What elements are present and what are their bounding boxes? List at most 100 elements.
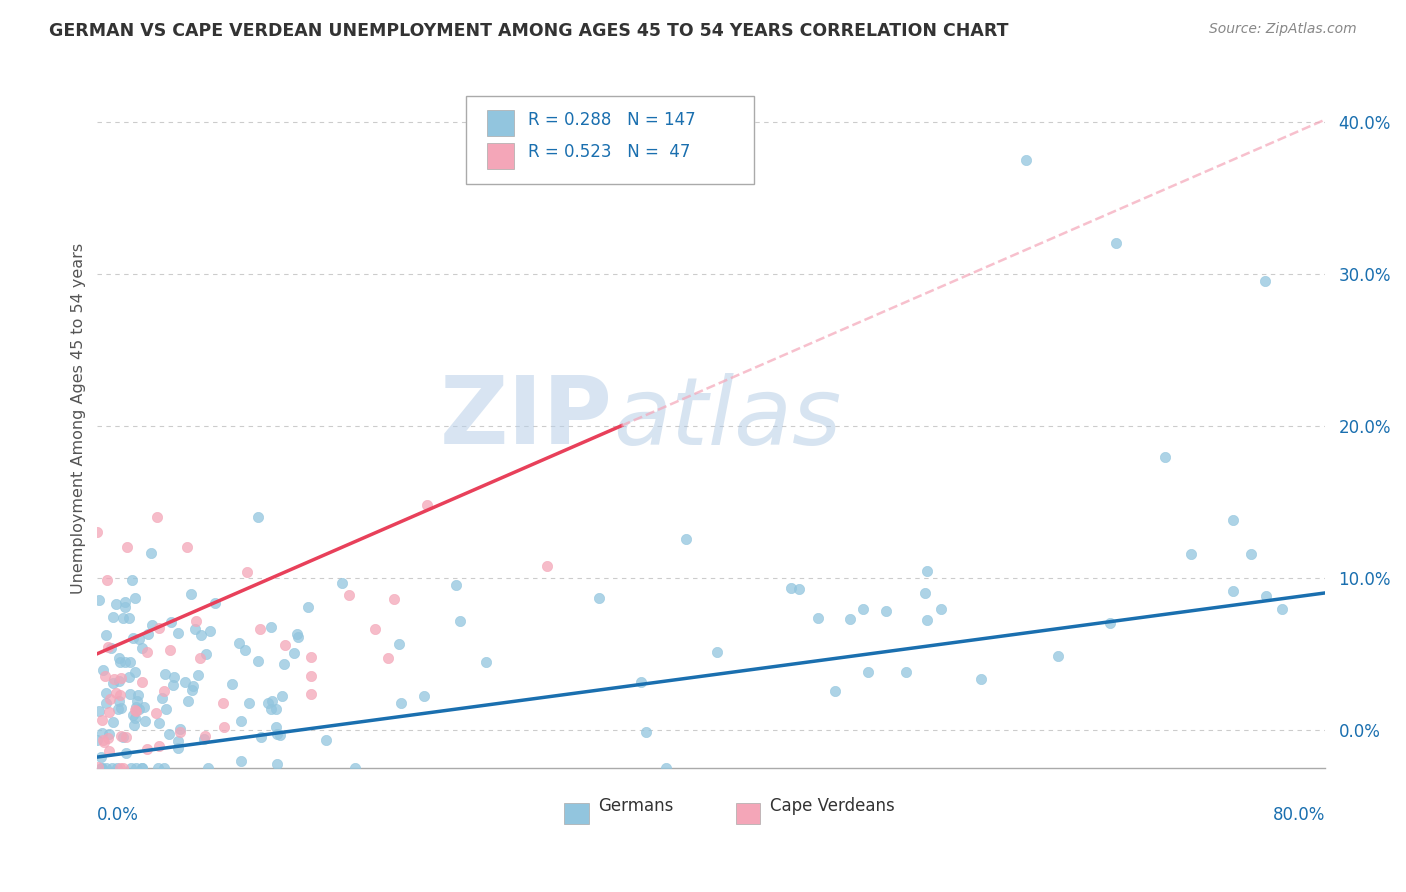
Point <box>134 714 156 728</box>
Point <box>852 602 875 616</box>
Point <box>122 718 145 732</box>
Point <box>155 667 177 681</box>
Point <box>1254 274 1277 288</box>
Point <box>127 688 149 702</box>
Point <box>297 599 319 614</box>
Point <box>166 733 188 747</box>
FancyBboxPatch shape <box>465 96 754 184</box>
Point <box>169 725 191 739</box>
Point <box>136 742 159 756</box>
Point <box>262 693 284 707</box>
Point <box>285 626 308 640</box>
Point <box>128 632 150 646</box>
Point <box>655 761 678 775</box>
Bar <box>735 803 761 823</box>
Point <box>1240 547 1263 561</box>
Bar <box>564 803 589 823</box>
Point <box>174 675 197 690</box>
Point <box>110 700 132 714</box>
Point <box>1256 589 1278 603</box>
Point <box>103 676 125 690</box>
Point <box>250 730 273 744</box>
Bar <box>486 110 513 136</box>
Point <box>153 683 176 698</box>
Point <box>157 726 180 740</box>
Point <box>449 614 471 628</box>
Point <box>839 612 862 626</box>
Point <box>301 669 323 683</box>
Point <box>108 655 131 669</box>
Point <box>155 702 177 716</box>
Point <box>101 714 124 729</box>
Point <box>148 715 170 730</box>
Point <box>159 643 181 657</box>
Point <box>260 620 283 634</box>
Point <box>124 711 146 725</box>
Point <box>163 670 186 684</box>
Point <box>389 696 412 710</box>
Point <box>86 733 108 747</box>
Point <box>97 731 120 745</box>
Point <box>475 655 498 669</box>
Point <box>287 630 309 644</box>
Point <box>915 564 938 578</box>
Point <box>779 581 801 595</box>
Point <box>114 595 136 609</box>
Point <box>299 650 322 665</box>
Point <box>111 731 134 745</box>
Point <box>416 498 439 512</box>
Point <box>211 696 233 710</box>
Point <box>330 575 353 590</box>
Point <box>238 696 260 710</box>
Point <box>93 669 115 683</box>
Point <box>249 623 271 637</box>
Text: Source: ZipAtlas.com: Source: ZipAtlas.com <box>1209 22 1357 37</box>
Point <box>93 734 115 748</box>
Point <box>283 646 305 660</box>
Point <box>108 761 131 775</box>
Point <box>1153 450 1175 464</box>
Point <box>266 702 288 716</box>
Point <box>101 609 124 624</box>
Point <box>120 761 142 775</box>
Point <box>124 703 146 717</box>
Point <box>108 673 131 688</box>
Point <box>875 604 897 618</box>
Point <box>110 729 132 743</box>
Point <box>132 700 155 714</box>
Text: atlas: atlas <box>613 373 841 464</box>
Point <box>91 664 114 678</box>
Point <box>266 756 288 771</box>
Point <box>162 678 184 692</box>
Point <box>444 577 467 591</box>
Point <box>146 509 169 524</box>
Point <box>120 655 142 669</box>
Point <box>915 613 938 627</box>
Point <box>186 614 208 628</box>
Point <box>86 760 108 774</box>
Point <box>177 694 200 708</box>
Point <box>856 665 879 679</box>
Point <box>131 641 153 656</box>
Point <box>98 744 121 758</box>
Point <box>108 651 131 665</box>
Point <box>1015 153 1038 167</box>
Point <box>204 595 226 609</box>
Point <box>344 761 367 775</box>
Point <box>100 761 122 775</box>
Point <box>246 510 269 524</box>
Point <box>94 761 117 775</box>
Point <box>136 627 159 641</box>
Point <box>131 761 153 775</box>
Point <box>125 704 148 718</box>
Point <box>91 726 114 740</box>
Point <box>1046 648 1069 663</box>
Point <box>269 728 291 742</box>
Point <box>169 722 191 736</box>
Point <box>789 582 811 597</box>
Point <box>98 726 121 740</box>
Point <box>98 692 121 706</box>
Point <box>86 525 108 540</box>
Point <box>103 672 125 686</box>
Point <box>231 714 253 729</box>
